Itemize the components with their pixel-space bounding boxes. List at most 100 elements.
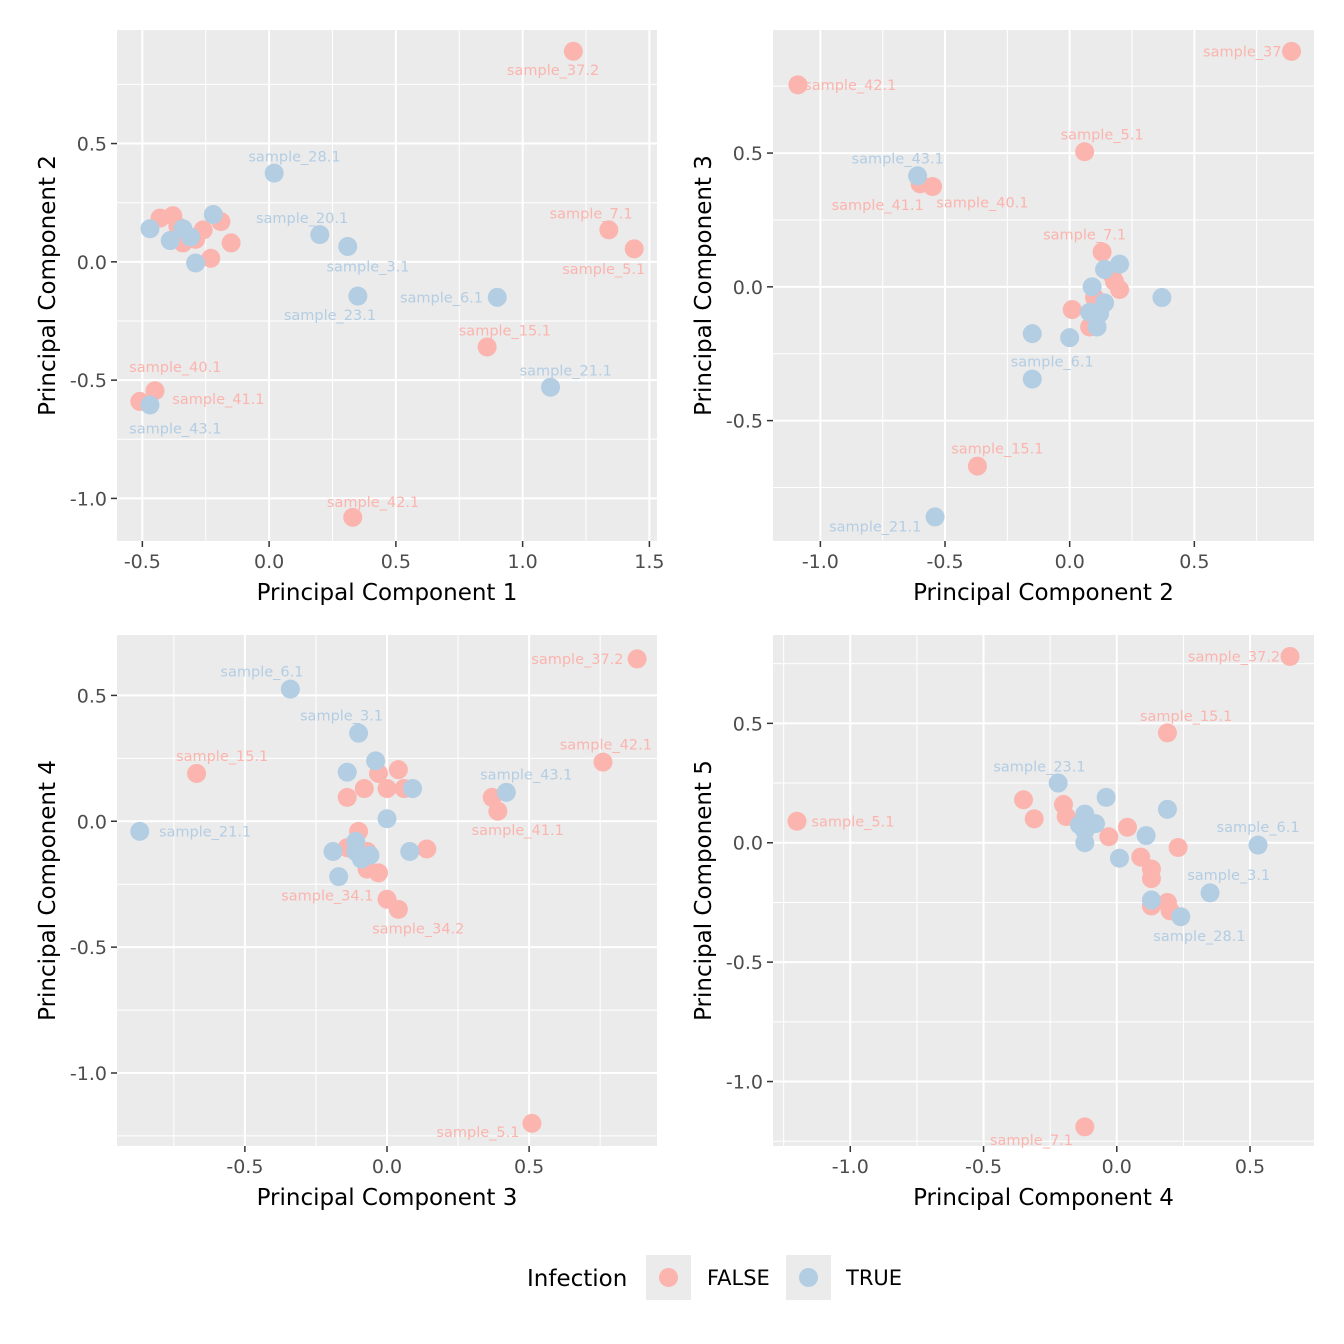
data-point — [1087, 317, 1107, 337]
data-point — [1141, 890, 1161, 910]
legend-swatch-true — [799, 1268, 818, 1287]
data-point — [1168, 838, 1188, 858]
x-tick-label: -0.5 — [124, 551, 161, 573]
x-tick-label: 0.0 — [254, 551, 284, 573]
data-point — [343, 507, 363, 527]
point-label: sample_40.1 — [129, 360, 221, 376]
x-tick-label: -0.5 — [926, 551, 963, 573]
data-point — [1014, 790, 1034, 810]
y-axis-title: Principal Component 4 — [35, 760, 61, 1021]
point-label: sample_15.1 — [1140, 709, 1232, 725]
data-point — [388, 899, 408, 919]
point-label: sample_15.1 — [459, 323, 551, 339]
x-tick-label: 1.0 — [508, 551, 538, 573]
legend-items: FALSE TRUE — [646, 1255, 902, 1300]
legend-label-false: FALSE — [707, 1266, 770, 1290]
y-tick-label: 0.0 — [77, 252, 107, 274]
point-label: sample_5.1 — [562, 262, 645, 278]
point-label: sample_41.1 — [832, 198, 924, 214]
scatter-panel-4: -1.0 -0.5 0.0 0.5 -1.0 -0.5 0.0 0.5 Principal Co… — [691, 635, 1314, 1211]
data-point — [1092, 242, 1112, 262]
data-point — [787, 811, 807, 831]
y-tick-label: 0.5 — [77, 134, 107, 156]
y-tick-label: -0.5 — [70, 937, 107, 959]
point-label: sample_15.1 — [176, 749, 268, 765]
data-point — [1110, 254, 1130, 274]
data-point — [908, 166, 928, 186]
point-label: sample_37.2 — [507, 63, 599, 79]
data-point — [377, 809, 397, 829]
data-point — [1110, 280, 1130, 300]
y-axis-title: Principal Component 2 — [35, 155, 61, 416]
data-point — [400, 841, 420, 861]
point-label: sample_6.1 — [1011, 355, 1094, 371]
legend-swatch-false — [659, 1268, 678, 1287]
point-label: sample_23.1 — [284, 308, 376, 324]
y-axis-title: Principal Component 5 — [691, 760, 717, 1021]
x-tick-label: 0.5 — [1235, 1156, 1265, 1178]
data-point — [349, 723, 369, 743]
y-tick-label: -0.5 — [70, 370, 107, 392]
x-tick-label: 1.5 — [634, 551, 664, 573]
data-point — [593, 752, 613, 772]
data-point — [1248, 835, 1268, 855]
point-label: sample_6.1 — [1217, 820, 1300, 836]
y-tick-label: -1.0 — [70, 488, 107, 510]
data-point — [563, 41, 583, 61]
y-tick-label: -0.5 — [726, 411, 763, 433]
x-tick-label: 0.0 — [1055, 551, 1085, 573]
point-label: sample_43.1 — [129, 422, 221, 438]
data-point — [1136, 826, 1156, 846]
data-point — [1282, 41, 1302, 61]
point-label: sample_15.1 — [951, 442, 1043, 458]
data-point — [377, 779, 397, 799]
data-point — [541, 377, 561, 397]
data-point — [130, 821, 150, 841]
data-point — [187, 763, 207, 783]
x-tick-label: 0.5 — [1179, 551, 1209, 573]
data-point — [221, 233, 241, 253]
data-point — [522, 1113, 542, 1133]
data-point — [181, 227, 201, 247]
legend-label-true: TRUE — [845, 1266, 902, 1290]
point-label: sample_43.1 — [852, 151, 944, 167]
data-point — [1060, 328, 1080, 348]
point-label: sample_41.1 — [472, 823, 564, 839]
x-tick-label: 0.5 — [514, 1156, 544, 1178]
point-label: sample_3.1 — [326, 260, 409, 276]
point-label: sample_5.1 — [1061, 127, 1144, 143]
y-tick-label: 0.5 — [77, 685, 107, 707]
data-point — [496, 782, 516, 802]
data-point — [1096, 787, 1116, 807]
data-point — [310, 225, 330, 245]
data-point — [1171, 907, 1191, 927]
point-label: sample_37.2 — [531, 652, 623, 668]
point-label: sample_23.1 — [993, 759, 1085, 775]
data-point — [488, 801, 508, 821]
data-point — [1117, 817, 1137, 837]
x-tick-label: 0.5 — [381, 551, 411, 573]
point-label: sample_21.1 — [159, 824, 251, 840]
data-point — [388, 760, 408, 780]
data-point — [599, 220, 619, 240]
point-label: sample_43.1 — [480, 768, 572, 784]
x-axis-title: Principal Component 3 — [257, 1185, 518, 1211]
data-point — [1152, 288, 1172, 308]
data-point — [1062, 300, 1082, 320]
data-point — [403, 779, 423, 799]
data-point — [967, 456, 987, 476]
point-label: sample_34.2 — [372, 921, 464, 937]
data-point — [788, 75, 808, 95]
point-label: sample_7.1 — [1043, 228, 1126, 244]
point-label: sample_40.1 — [936, 196, 1028, 212]
data-point — [627, 649, 647, 669]
data-point — [1141, 869, 1161, 889]
x-axis-title: Principal Component 1 — [257, 580, 518, 606]
data-point — [337, 787, 357, 807]
data-point — [624, 239, 644, 259]
point-label: sample_7.1 — [550, 206, 633, 222]
legend: Infection FALSE TRUE — [527, 1255, 902, 1300]
data-point — [925, 507, 945, 527]
point-label: sample_34.1 — [281, 889, 373, 905]
panel-background — [773, 30, 1314, 541]
